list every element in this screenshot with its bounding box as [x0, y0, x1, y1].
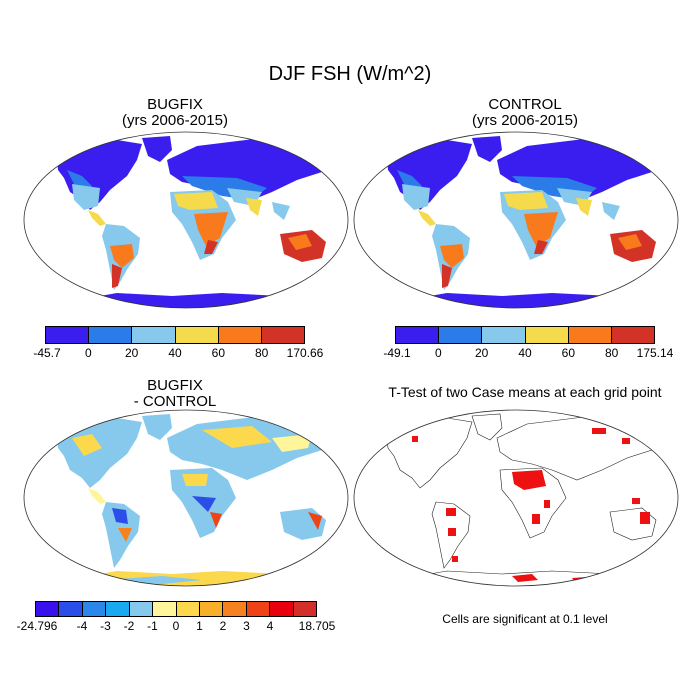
panel-title-difference: BUGFIX - CONTROL: [75, 378, 275, 410]
colorbar-tick-label: 0: [434, 346, 442, 360]
colorbar-swatch: [199, 602, 224, 616]
colorbar-tick-label: 80: [254, 346, 269, 360]
colorbar-tick-label: 1: [196, 619, 203, 633]
colorbar-control: [395, 326, 655, 344]
colorbar-swatch: [218, 327, 262, 343]
colorbar-swatch: [132, 327, 176, 343]
colorbar-swatch: [293, 602, 317, 616]
panel-title-control: CONTROL (yrs 2006-2015): [425, 97, 625, 129]
colorbar-swatch: [82, 602, 107, 616]
colorbar-tick-label: -24.796: [16, 619, 58, 633]
colorbar-tick-label: 18.705: [298, 619, 336, 633]
colorbar-tick-label: 20: [124, 346, 139, 360]
map-bugfix: [23, 131, 349, 309]
colorbar-tick-label: 2: [219, 619, 227, 633]
colorbar-tick-label: 3: [243, 619, 250, 633]
colorbar-tick-label: 4: [266, 619, 274, 633]
colorbar-tick-label: -45.7: [33, 346, 61, 360]
panel-title-line1: CONTROL: [488, 96, 562, 113]
colorbar-swatch: [246, 602, 271, 616]
main-title: DJF FSH (W/m^2): [268, 63, 432, 85]
map-difference: [23, 409, 349, 587]
colorbar-tick-label: 20: [474, 346, 489, 360]
colorbar-swatch: [46, 327, 90, 343]
colorbar-swatch: [176, 602, 200, 616]
map-control: [353, 131, 679, 309]
colorbar-swatch: [129, 602, 154, 616]
panel-title-bugfix: BUGFIX (yrs 2006-2015): [75, 97, 275, 129]
significance-footnote: Cells are significant at 0.1 level: [442, 612, 608, 626]
colorbar-tick-label: 175.14: [636, 346, 674, 360]
panel-title-line1: BUGFIX: [147, 377, 203, 394]
colorbar-tick-label: -1: [147, 619, 158, 633]
colorbar-tick-label: -4: [76, 619, 88, 633]
colorbar-swatch: [439, 327, 483, 343]
colorbar-tick-label: 0: [84, 346, 92, 360]
colorbar-tick-label: 40: [168, 346, 182, 360]
map-ttest: [353, 409, 679, 587]
colorbar-tick-label: -49.1: [383, 346, 411, 360]
panel-title-line2: (yrs 2006-2015): [122, 112, 228, 129]
colorbar-swatch: [59, 602, 83, 616]
colorbar-swatch: [223, 602, 247, 616]
colorbar-swatch: [525, 327, 569, 343]
colorbar-tick-label: -3: [100, 619, 111, 633]
colorbar-swatch: [568, 327, 612, 343]
colorbar-difference: [35, 601, 317, 617]
colorbar-swatch: [106, 602, 130, 616]
colorbar-swatch: [482, 327, 526, 343]
colorbar-tick-label: 80: [604, 346, 619, 360]
panel-title-line1: BUGFIX: [147, 96, 203, 113]
panel-title-ttest: T-Test of two Case means at each grid po…: [388, 384, 662, 400]
colorbar-tick-label: 170.66: [286, 346, 324, 360]
panel-title-line2: - CONTROL: [133, 393, 217, 410]
colorbar-swatch: [175, 327, 219, 343]
colorbar-swatch: [396, 327, 440, 343]
colorbar-swatch: [611, 327, 655, 343]
colorbar-swatch: [36, 602, 60, 616]
colorbar-swatch: [261, 327, 305, 343]
colorbar-tick-label: 0: [172, 619, 180, 633]
colorbar-bugfix: [45, 326, 305, 344]
panel-title-line2: (yrs 2006-2015): [472, 112, 578, 129]
colorbar-tick-label: 60: [561, 346, 576, 360]
colorbar-swatch: [153, 602, 177, 616]
colorbar-swatch: [89, 327, 133, 343]
colorbar-tick-label: 40: [518, 346, 532, 360]
colorbar-swatch: [270, 602, 294, 616]
colorbar-tick-label: -2: [123, 619, 135, 633]
colorbar-tick-label: 60: [211, 346, 226, 360]
